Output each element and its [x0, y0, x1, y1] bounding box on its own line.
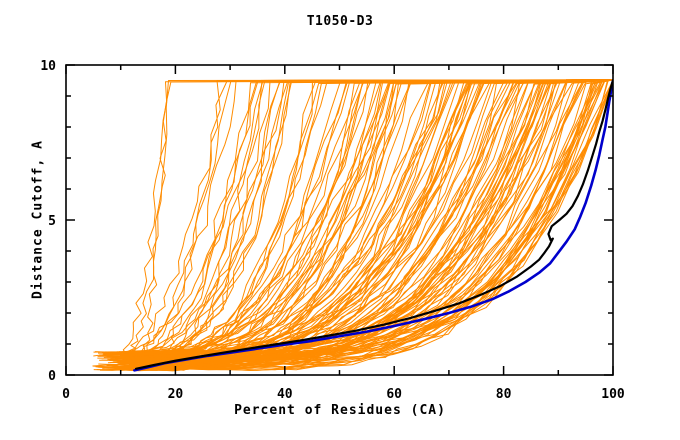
axis-ticks [65, 64, 614, 376]
axis-tick-labels: 0 20 40 60 80 100 0 5 10 [40, 59, 625, 402]
y-tick-label: 5 [48, 214, 56, 229]
y-tick-label: 10 [40, 59, 56, 74]
x-tick-label: 20 [168, 387, 184, 402]
model-curve [120, 79, 613, 354]
x-tick-label: 0 [62, 387, 70, 402]
x-tick-label: 80 [496, 387, 512, 402]
x-axis-label: Percent of Residues (CA) [234, 403, 446, 418]
model-curve [123, 80, 613, 369]
y-tick-label: 0 [48, 369, 56, 384]
model-curve [116, 79, 613, 363]
page-title: T1050-D3 [306, 14, 374, 29]
x-tick-label: 100 [601, 387, 625, 402]
model-curve [99, 79, 613, 359]
y-axis-label: Distance Cutoff, A [30, 140, 46, 299]
model-curve [114, 79, 613, 369]
x-tick-label: 60 [386, 387, 402, 402]
reference-curve-reference-black [134, 79, 613, 370]
model-curve [95, 79, 613, 354]
model-curve [93, 79, 613, 353]
model-curve [103, 79, 613, 355]
x-tick-label: 40 [277, 387, 293, 402]
reference-curve-group [133, 79, 613, 372]
reference-curve-reference-blue [133, 79, 613, 372]
